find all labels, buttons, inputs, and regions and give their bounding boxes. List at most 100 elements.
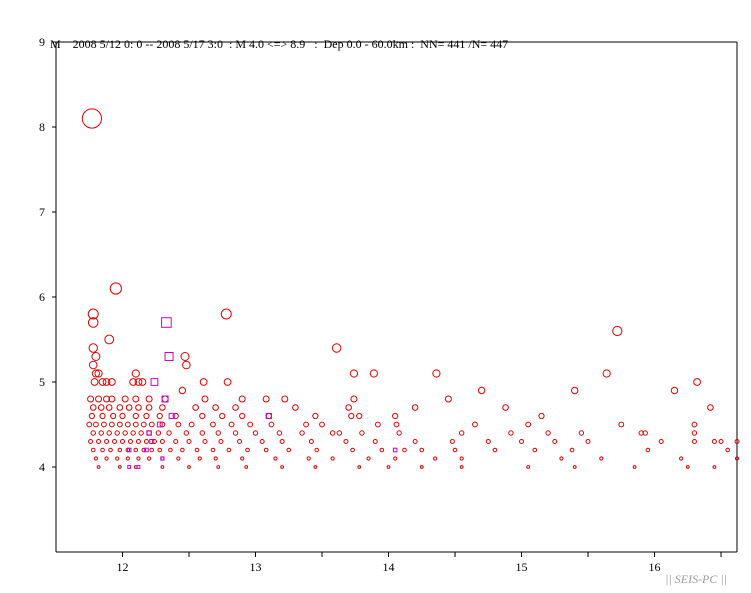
event-marker-circle <box>125 456 130 461</box>
event-marker-circle <box>299 430 305 436</box>
event-marker-circle <box>127 439 133 444</box>
event-marker-circle <box>319 421 325 428</box>
event-marker-circle <box>87 308 99 320</box>
event-marker-circle <box>223 378 232 386</box>
query-summary: 2008 5/12 0: 0 -- 2008 5/17 3:0 : M 4.0 … <box>72 37 509 51</box>
event-marker-square <box>150 378 159 386</box>
y-axis-label: M <box>50 37 61 51</box>
event-marker-circle <box>343 439 349 444</box>
event-marker-circle <box>411 404 419 411</box>
event-marker-circle <box>129 378 138 386</box>
event-marker-circle <box>119 412 126 420</box>
event-marker-square <box>126 447 132 453</box>
event-marker-circle <box>262 395 270 403</box>
event-marker-circle <box>117 447 123 453</box>
event-marker-circle <box>143 412 150 420</box>
event-marker-circle <box>166 430 172 436</box>
event-marker-circle <box>312 412 319 420</box>
event-marker-circle <box>691 439 697 444</box>
event-marker-circle <box>237 439 243 444</box>
event-marker-circle <box>725 447 730 453</box>
event-marker-circle <box>219 412 226 420</box>
event-marker-circle <box>281 395 289 403</box>
event-marker-circle <box>571 386 579 395</box>
event-marker-circle <box>133 447 139 453</box>
event-marker-circle <box>178 386 187 395</box>
event-marker-circle <box>345 404 352 411</box>
event-marker-circle <box>105 404 113 411</box>
event-marker-circle <box>114 430 120 436</box>
event-marker-circle <box>186 439 192 444</box>
event-marker-circle <box>449 439 455 444</box>
event-marker-square <box>160 456 165 461</box>
event-marker-circle <box>350 447 355 453</box>
event-marker-circle <box>146 430 152 436</box>
event-marker-circle <box>132 395 140 403</box>
event-marker-circle <box>155 430 162 436</box>
event-marker-circle <box>366 456 371 461</box>
event-marker-circle <box>199 430 206 436</box>
event-marker-square <box>146 430 152 436</box>
event-marker-circle <box>124 421 131 428</box>
event-marker-circle <box>93 456 99 461</box>
event-marker-circle <box>379 447 385 453</box>
event-marker-circle <box>313 465 318 469</box>
event-marker-circle <box>168 447 173 453</box>
event-marker-circle <box>642 430 648 436</box>
event-marker-circle <box>199 412 206 420</box>
event-marker-circle <box>108 447 113 453</box>
event-marker-circle <box>107 378 116 386</box>
event-marker-circle <box>247 421 254 428</box>
event-marker-circle <box>265 412 272 420</box>
event-marker-circle <box>138 430 144 436</box>
event-marker-circle <box>314 447 319 453</box>
event-marker-circle <box>525 421 532 428</box>
event-marker-circle <box>148 421 155 428</box>
event-marker-circle <box>331 343 342 353</box>
event-marker-circle <box>286 447 292 453</box>
y-tick-label: 8 <box>39 120 45 134</box>
event-marker-circle <box>386 465 391 469</box>
event-marker-circle <box>112 439 118 444</box>
event-marker-circle <box>108 421 115 428</box>
event-marker-circle <box>685 465 690 469</box>
event-marker-circle <box>117 465 122 469</box>
event-marker-circle <box>432 456 438 461</box>
event-marker-circle <box>103 395 111 403</box>
event-marker-circle <box>612 325 623 337</box>
event-marker-square <box>127 465 132 469</box>
event-marker-circle <box>104 439 110 444</box>
event-marker-circle <box>545 430 551 436</box>
event-marker-circle <box>419 447 425 453</box>
event-marker-circle <box>175 421 182 428</box>
watermark: || SEIS-PC || <box>665 572 727 586</box>
event-marker-circle <box>329 430 336 436</box>
event-marker-square <box>161 317 172 328</box>
event-marker-circle <box>132 412 139 420</box>
event-marker-circle <box>91 352 101 361</box>
event-marker-circle <box>192 404 199 411</box>
event-marker-circle <box>502 404 509 411</box>
event-marker-circle <box>658 439 664 444</box>
event-marker-circle <box>718 439 724 444</box>
x-tick-label: 14 <box>383 560 395 574</box>
x-tick-label: 15 <box>516 560 528 574</box>
event-marker-square <box>265 412 272 420</box>
event-marker-circle <box>444 395 452 403</box>
event-marker-circle <box>99 412 106 420</box>
event-marker-circle <box>100 421 107 428</box>
event-marker-circle <box>88 439 94 444</box>
event-marker-circle <box>392 412 399 420</box>
event-marker-circle <box>90 430 96 436</box>
event-marker-circle <box>679 456 684 461</box>
event-marker-circle <box>263 447 269 453</box>
event-marker-circle <box>369 369 378 378</box>
event-marker-circle <box>348 412 355 420</box>
event-marker-circle <box>131 369 140 378</box>
event-marker-circle <box>734 439 740 444</box>
event-marker-circle <box>104 334 115 345</box>
event-marker-circle <box>151 439 157 444</box>
event-marker-circle <box>712 465 717 469</box>
event-marker-circle <box>412 439 418 444</box>
event-marker-circle <box>330 456 335 461</box>
